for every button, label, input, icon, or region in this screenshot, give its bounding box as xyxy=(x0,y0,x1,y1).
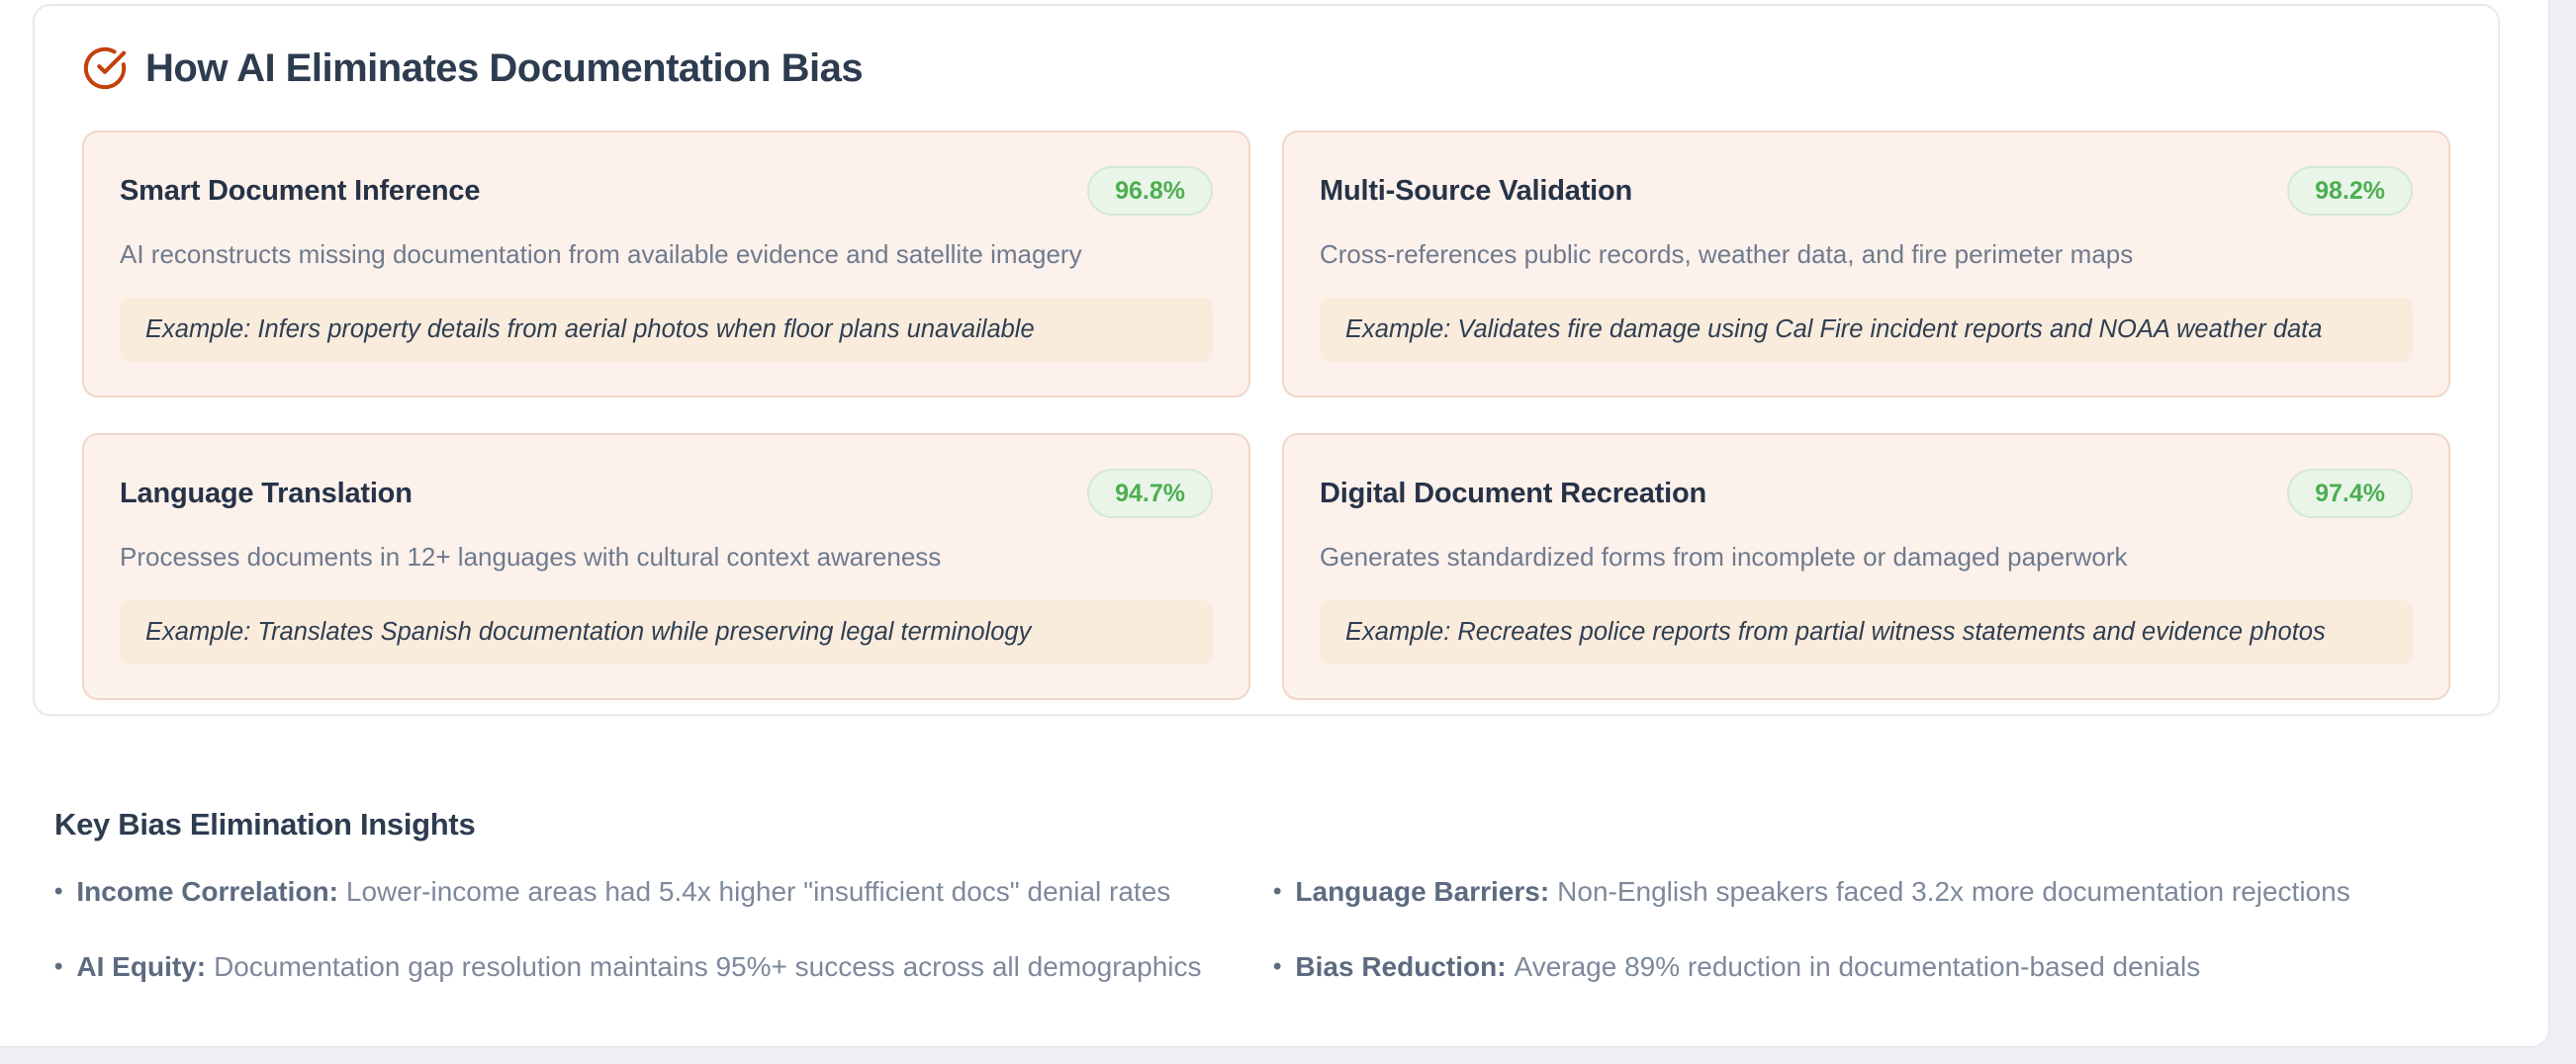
insight-label: Language Barriers: xyxy=(1295,876,1550,907)
accuracy-badge: 98.2% xyxy=(2287,166,2413,216)
check-circle-icon xyxy=(83,46,127,90)
insights-title: Key Bias Elimination Insights xyxy=(54,807,476,842)
feature-header: Multi-Source Validation 98.2% xyxy=(1320,166,2413,216)
insight-label: Income Correlation: xyxy=(76,876,338,907)
feature-header: Smart Document Inference 96.8% xyxy=(120,166,1213,216)
feature-title: Language Translation xyxy=(120,477,413,509)
feature-example: Example: Translates Spanish documentatio… xyxy=(120,600,1213,665)
feature-grid: Smart Document Inference 96.8% AI recons… xyxy=(82,131,2450,700)
insight-label: Bias Reduction: xyxy=(1295,951,1507,983)
feature-card-language-translation: Language Translation 94.7% Processes doc… xyxy=(82,433,1250,700)
feature-title: Multi-Source Validation xyxy=(1320,174,1633,207)
feature-example: Example: Validates fire damage using Cal… xyxy=(1320,298,2413,362)
insight-language-barriers: Language Barriers:Non-English speakers f… xyxy=(1273,876,2450,908)
insight-income-correlation: Income Correlation:Lower-income areas ha… xyxy=(54,876,1273,908)
feature-description: AI reconstructs missing documentation fr… xyxy=(120,239,1082,269)
feature-card-multi-source-validation: Multi-Source Validation 98.2% Cross-refe… xyxy=(1282,131,2450,398)
section-header: How AI Eliminates Documentation Bias xyxy=(82,45,2450,91)
insight-text: Average 89% reduction in documentation-b… xyxy=(1514,951,2201,983)
insight-bias-reduction: Bias Reduction:Average 89% reduction in … xyxy=(1273,951,2450,983)
feature-description: Cross-references public records, weather… xyxy=(1320,239,2134,269)
insight-ai-equity: AI Equity:Documentation gap resolution m… xyxy=(54,951,1273,983)
feature-description: Generates standardized forms from incomp… xyxy=(1320,542,2128,572)
accuracy-badge: 97.4% xyxy=(2287,469,2413,518)
insight-text: Non-English speakers faced 3.2x more doc… xyxy=(1557,876,2350,907)
feature-card-smart-document-inference: Smart Document Inference 96.8% AI recons… xyxy=(82,131,1250,398)
insight-text: Lower-income areas had 5.4x higher "insu… xyxy=(345,876,1171,907)
feature-header: Digital Document Recreation 97.4% xyxy=(1320,469,2413,518)
insight-label: AI Equity: xyxy=(76,951,207,983)
section-title: How AI Eliminates Documentation Bias xyxy=(145,45,864,90)
feature-card-digital-document-recreation: Digital Document Recreation 97.4% Genera… xyxy=(1282,433,2450,700)
accuracy-badge: 96.8% xyxy=(1087,166,1213,216)
insight-text: Documentation gap resolution maintains 9… xyxy=(214,951,1202,983)
feature-title: Digital Document Recreation xyxy=(1320,477,1706,509)
ai-bias-section: How AI Eliminates Documentation Bias Sma… xyxy=(33,4,2500,716)
feature-title: Smart Document Inference xyxy=(120,174,481,207)
accuracy-badge: 94.7% xyxy=(1087,469,1213,518)
feature-description: Processes documents in 12+ languages wit… xyxy=(120,542,942,572)
feature-header: Language Translation 94.7% xyxy=(120,469,1213,518)
key-insights-section: Key Bias Elimination Insights Income Cor… xyxy=(54,807,2450,983)
feature-example: Example: Recreates police reports from p… xyxy=(1320,600,2413,665)
insights-grid: Income Correlation:Lower-income areas ha… xyxy=(54,876,2450,983)
feature-example: Example: Infers property details from ae… xyxy=(120,298,1213,362)
